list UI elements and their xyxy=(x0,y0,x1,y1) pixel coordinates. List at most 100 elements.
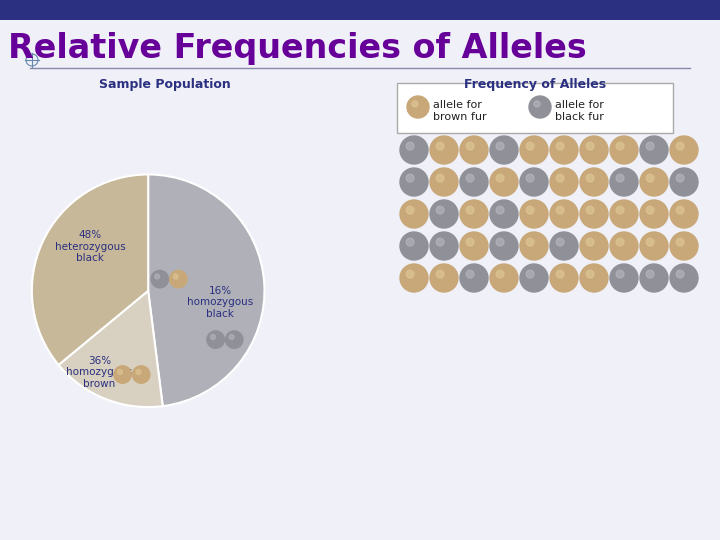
Circle shape xyxy=(586,142,594,150)
Circle shape xyxy=(640,168,668,196)
Wedge shape xyxy=(32,174,148,365)
Text: Relative Frequencies of Alleles: Relative Frequencies of Alleles xyxy=(8,32,587,65)
Circle shape xyxy=(586,238,594,246)
Circle shape xyxy=(466,174,474,182)
Circle shape xyxy=(580,136,608,164)
Circle shape xyxy=(526,206,534,214)
Circle shape xyxy=(586,206,594,214)
Circle shape xyxy=(534,101,540,107)
Circle shape xyxy=(520,200,548,228)
Circle shape xyxy=(460,136,488,164)
Circle shape xyxy=(490,168,518,196)
Circle shape xyxy=(610,136,638,164)
Circle shape xyxy=(229,335,234,340)
Circle shape xyxy=(406,238,414,246)
Circle shape xyxy=(550,264,578,292)
Circle shape xyxy=(436,206,444,214)
Circle shape xyxy=(556,206,564,214)
Circle shape xyxy=(210,335,215,340)
Circle shape xyxy=(520,136,548,164)
Circle shape xyxy=(466,142,474,150)
Circle shape xyxy=(586,270,594,278)
Circle shape xyxy=(132,366,150,383)
Circle shape xyxy=(580,168,608,196)
Circle shape xyxy=(430,168,458,196)
Circle shape xyxy=(412,101,418,107)
Circle shape xyxy=(526,238,534,246)
Circle shape xyxy=(436,270,444,278)
Wedge shape xyxy=(58,291,163,407)
Text: 48%
heterozygous
black: 48% heterozygous black xyxy=(55,230,125,263)
Circle shape xyxy=(580,232,608,260)
Circle shape xyxy=(174,274,179,279)
Circle shape xyxy=(556,174,564,182)
Circle shape xyxy=(466,270,474,278)
Circle shape xyxy=(430,232,458,260)
Circle shape xyxy=(616,206,624,214)
Circle shape xyxy=(114,366,131,383)
Circle shape xyxy=(496,174,504,182)
Circle shape xyxy=(117,369,122,374)
Circle shape xyxy=(670,168,698,196)
Circle shape xyxy=(136,369,141,374)
Circle shape xyxy=(520,168,548,196)
Circle shape xyxy=(400,200,428,228)
Circle shape xyxy=(406,270,414,278)
Circle shape xyxy=(400,232,428,260)
Circle shape xyxy=(406,206,414,214)
Text: allele for
brown fur: allele for brown fur xyxy=(433,100,487,122)
Circle shape xyxy=(406,142,414,150)
Circle shape xyxy=(550,232,578,260)
Circle shape xyxy=(640,232,668,260)
Circle shape xyxy=(670,200,698,228)
Circle shape xyxy=(676,142,684,150)
Circle shape xyxy=(406,174,414,182)
Text: Frequency of Alleles: Frequency of Alleles xyxy=(464,78,606,91)
Circle shape xyxy=(496,206,504,214)
Circle shape xyxy=(430,200,458,228)
Circle shape xyxy=(676,238,684,246)
Circle shape xyxy=(496,238,504,246)
Circle shape xyxy=(586,174,594,182)
Circle shape xyxy=(616,238,624,246)
Circle shape xyxy=(556,142,564,150)
Circle shape xyxy=(466,238,474,246)
FancyBboxPatch shape xyxy=(0,0,720,20)
Circle shape xyxy=(490,264,518,292)
Text: Sample Population: Sample Population xyxy=(99,78,231,91)
Circle shape xyxy=(526,270,534,278)
Circle shape xyxy=(436,174,444,182)
Circle shape xyxy=(640,136,668,164)
Circle shape xyxy=(436,238,444,246)
Circle shape xyxy=(225,331,243,348)
Text: 36%
homozygous
brown: 36% homozygous brown xyxy=(66,355,132,389)
Circle shape xyxy=(466,206,474,214)
Circle shape xyxy=(550,200,578,228)
Circle shape xyxy=(490,232,518,260)
Circle shape xyxy=(520,232,548,260)
Circle shape xyxy=(670,232,698,260)
Circle shape xyxy=(496,142,504,150)
Text: allele for
black fur: allele for black fur xyxy=(555,100,604,122)
Circle shape xyxy=(490,136,518,164)
Circle shape xyxy=(520,264,548,292)
Circle shape xyxy=(640,264,668,292)
Circle shape xyxy=(400,168,428,196)
Circle shape xyxy=(460,232,488,260)
Circle shape xyxy=(646,142,654,150)
Circle shape xyxy=(460,168,488,196)
Circle shape xyxy=(610,168,638,196)
Circle shape xyxy=(670,264,698,292)
Circle shape xyxy=(676,174,684,182)
Circle shape xyxy=(170,271,187,288)
Circle shape xyxy=(490,200,518,228)
Circle shape xyxy=(207,331,225,348)
Circle shape xyxy=(529,96,551,118)
Circle shape xyxy=(407,96,429,118)
Circle shape xyxy=(151,271,168,288)
Circle shape xyxy=(616,142,624,150)
Circle shape xyxy=(610,264,638,292)
Circle shape xyxy=(496,270,504,278)
Circle shape xyxy=(610,200,638,228)
Circle shape xyxy=(670,136,698,164)
